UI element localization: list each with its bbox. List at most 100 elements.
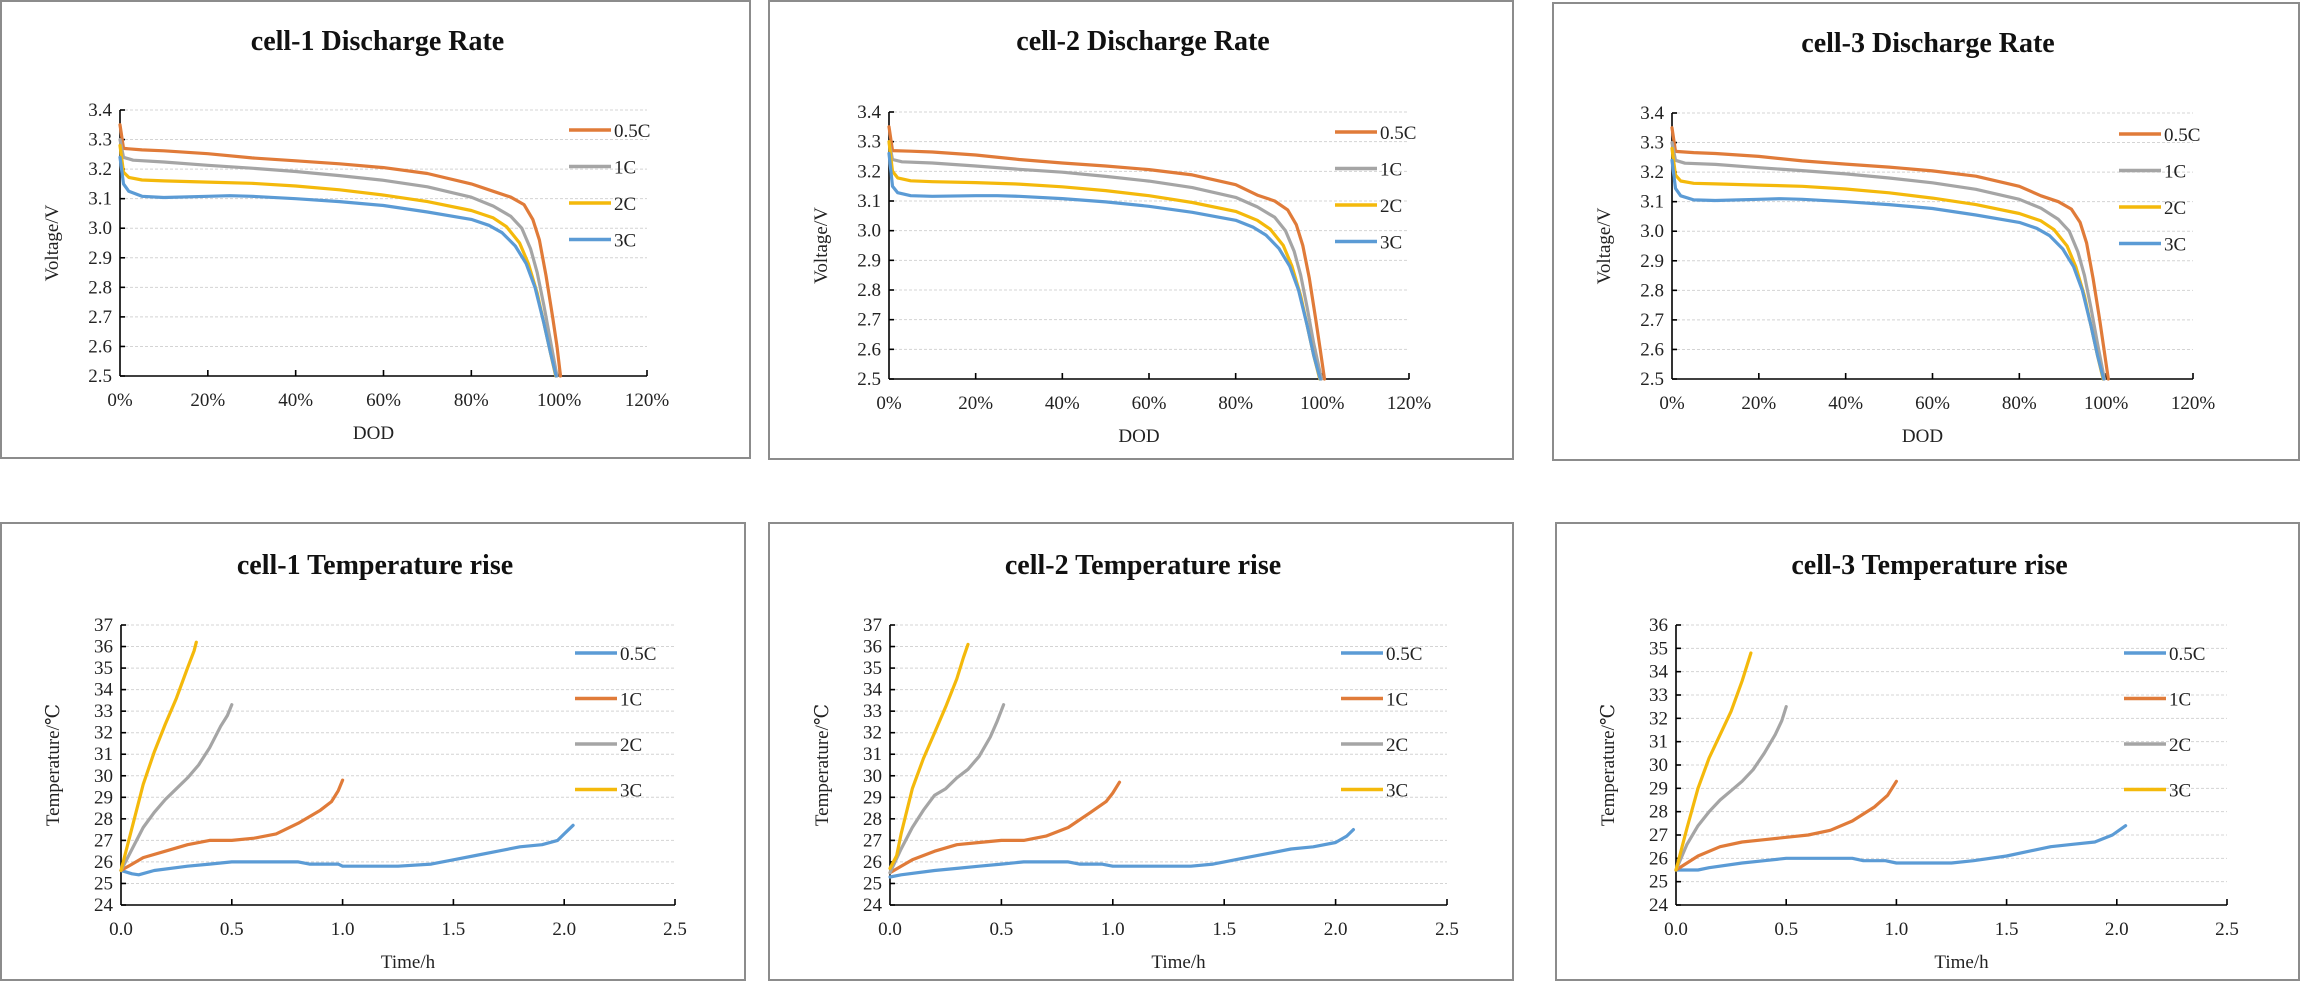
y-tick-label: 24 [863, 895, 883, 916]
series-line-3C [119, 640, 198, 873]
x-tick-label: 1.5 [442, 919, 466, 940]
x-axis-label: DOD [1118, 426, 1159, 447]
y-tick-label: 3.1 [1640, 192, 1664, 213]
x-tick-label: 2.0 [1324, 919, 1348, 940]
y-tick-label: 31 [1649, 732, 1668, 753]
y-tick-label: 2.9 [857, 250, 881, 271]
legend-label: 0.5C [614, 121, 650, 142]
y-tick-label: 29 [1649, 778, 1668, 799]
y-tick-label: 3.4 [88, 100, 112, 121]
y-tick-label: 2.7 [1640, 310, 1664, 331]
legend-label: 2C [1386, 735, 1408, 756]
y-tick-label: 28 [863, 809, 882, 830]
y-tick-label: 33 [863, 701, 882, 722]
y-axis-label: Temperature/℃ [812, 704, 833, 826]
legend-label: 0.5C [1380, 123, 1416, 144]
y-tick-label: 3.1 [857, 191, 881, 212]
chart-title: cell-2 Discharge Rate [1016, 26, 1269, 57]
x-tick-label: 0% [1659, 393, 1685, 414]
series-line-2C [119, 703, 234, 873]
y-tick-label: 2.5 [88, 366, 112, 387]
chart-title: cell-1 Temperature rise [237, 550, 513, 581]
x-tick-label: 40% [1828, 393, 1863, 414]
y-tick-label: 25 [1649, 872, 1668, 893]
x-tick-label: 60% [1915, 393, 1950, 414]
y-tick-label: 2.8 [857, 280, 881, 301]
x-tick-label: 1.0 [1101, 919, 1125, 940]
x-tick-label: 100% [1300, 393, 1345, 414]
y-tick-label: 34 [94, 680, 114, 701]
x-tick-label: 2.5 [2215, 919, 2239, 940]
series-line-1C [1674, 779, 1898, 872]
x-tick-label: 120% [1387, 393, 1432, 414]
series-line-0_5C [887, 125, 1327, 381]
y-tick-label: 37 [863, 615, 882, 636]
x-tick-label: 0.0 [878, 919, 902, 940]
y-tick-label: 2.7 [857, 310, 881, 331]
x-tick-label: 40% [278, 390, 313, 411]
y-tick-label: 3.0 [1640, 221, 1664, 242]
x-tick-label: 2.5 [663, 919, 687, 940]
chart-title: cell-3 Discharge Rate [1801, 28, 2054, 59]
x-tick-label: 80% [1218, 393, 1253, 414]
y-tick-label: 3.3 [857, 132, 881, 153]
y-tick-label: 34 [1649, 662, 1669, 683]
legend-item: 3C [2124, 781, 2191, 802]
y-tick-label: 27 [863, 830, 882, 851]
y-tick-label: 30 [94, 766, 113, 787]
legend-label: 1C [2169, 690, 2191, 711]
series-line-0_5C [1674, 824, 2128, 872]
legend-item: 2C [569, 194, 636, 215]
series-line-1C [119, 778, 345, 873]
series-line-0_5C [1670, 126, 2110, 381]
y-tick-label: 35 [1649, 638, 1668, 659]
legend-item: 1C [1335, 160, 1402, 181]
legend-item: 0.5C [2124, 644, 2205, 665]
y-tick-label: 2.5 [1640, 369, 1664, 390]
y-tick-label: 3.1 [88, 189, 112, 210]
x-tick-label: 2.5 [1435, 919, 1459, 940]
legend-item: 3C [1335, 233, 1402, 254]
chart-title: cell-2 Temperature rise [1005, 550, 1281, 581]
x-tick-label: 20% [190, 390, 225, 411]
y-tick-label: 3.2 [88, 159, 112, 180]
legend-label: 3C [620, 781, 642, 802]
x-tick-label: 0.5 [1774, 919, 1798, 940]
y-tick-label: 36 [1649, 615, 1668, 636]
series-line-2C [1670, 146, 2105, 381]
y-tick-label: 25 [863, 873, 882, 894]
y-tick-label: 2.6 [857, 339, 881, 360]
series-line-2C [888, 703, 1006, 875]
chart-svg: cell-3 Discharge Rate 2.5 2.6 2.7 2.8 2.9 3.0 3… [1594, 28, 2215, 447]
y-tick-label: 33 [1649, 685, 1668, 706]
legend-item: 2C [575, 735, 642, 756]
legend-item: 1C [1341, 690, 1408, 711]
legend-label: 0.5C [620, 644, 656, 665]
y-axis-label: Temperature/℃ [43, 704, 64, 826]
x-tick-label: 0.0 [1664, 919, 1688, 940]
legend-item: 0.5C [1341, 644, 1422, 665]
legend-label: 1C [1386, 690, 1408, 711]
series-line-1C [1670, 141, 2107, 381]
y-axis-label: Voltage/V [811, 207, 832, 284]
legend-label: 1C [2164, 162, 2186, 183]
x-tick-label: 40% [1045, 393, 1080, 414]
legend-item: 2C [1341, 735, 1408, 756]
y-tick-label: 2.6 [1640, 339, 1664, 360]
y-tick-label: 35 [863, 658, 882, 679]
x-tick-label: 2.0 [552, 919, 576, 940]
legend-item: 0.5C [2119, 125, 2200, 146]
y-tick-label: 26 [863, 852, 882, 873]
y-tick-label: 26 [94, 852, 113, 873]
y-tick-label: 24 [1649, 895, 1669, 916]
chart-svg: cell-2 Temperature rise24252627282930313… [812, 550, 1459, 973]
x-tick-label: 2.0 [2105, 919, 2129, 940]
x-tick-label: 20% [1741, 393, 1776, 414]
y-tick-label: 28 [1649, 802, 1668, 823]
series-line-1C [118, 138, 559, 378]
y-tick-label: 32 [863, 723, 882, 744]
series-line-0_5C [888, 828, 1356, 879]
legend-item: 0.5C [1335, 123, 1416, 144]
legend-label: 0.5C [2164, 125, 2200, 146]
